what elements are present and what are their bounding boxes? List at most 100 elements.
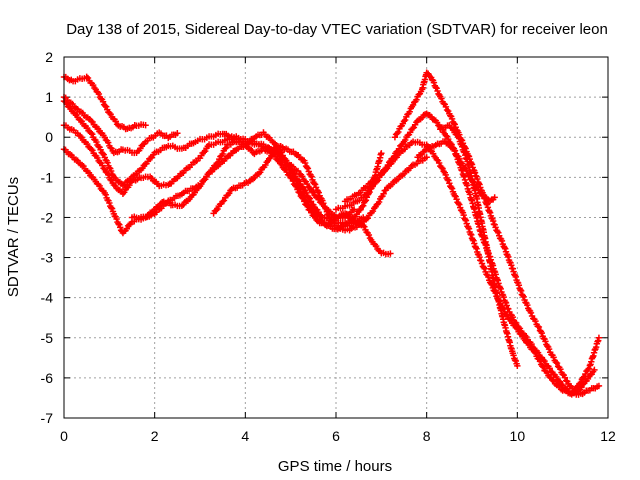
data-point bbox=[304, 199, 311, 206]
y-tick-label: 1 bbox=[45, 89, 53, 105]
data-point bbox=[448, 125, 456, 132]
data-point bbox=[462, 217, 470, 224]
y-tick-label: -2 bbox=[41, 209, 54, 225]
data-point bbox=[406, 129, 414, 136]
data-point bbox=[121, 189, 128, 196]
data-point bbox=[313, 212, 320, 219]
data-point bbox=[503, 311, 511, 319]
data-point bbox=[398, 141, 405, 149]
data-point bbox=[310, 201, 317, 209]
data-point bbox=[406, 108, 413, 115]
data-point bbox=[442, 132, 450, 139]
data-point bbox=[444, 176, 451, 183]
data-point bbox=[511, 356, 519, 364]
series-arc-12 bbox=[437, 122, 521, 370]
data-point bbox=[532, 349, 539, 357]
data-point bbox=[476, 253, 483, 261]
data-point bbox=[305, 194, 312, 201]
grid-lines bbox=[64, 57, 608, 418]
data-point bbox=[278, 149, 285, 156]
x-tick-label: 10 bbox=[510, 428, 526, 444]
data-point bbox=[326, 213, 333, 221]
data-point bbox=[212, 207, 220, 214]
series-arc-2 bbox=[60, 93, 181, 157]
data-point bbox=[409, 125, 416, 132]
data-point bbox=[321, 204, 329, 211]
data-point bbox=[96, 182, 103, 190]
data-point bbox=[460, 211, 467, 219]
data-point bbox=[538, 329, 546, 337]
x-tick-label: 2 bbox=[151, 428, 159, 444]
data-point bbox=[286, 163, 293, 170]
data-point bbox=[88, 145, 95, 153]
data-point bbox=[432, 84, 439, 91]
data-point bbox=[517, 286, 524, 294]
data-point bbox=[453, 196, 460, 203]
data-point bbox=[552, 358, 560, 366]
data-point bbox=[451, 192, 458, 199]
series-arc-11 bbox=[414, 138, 498, 204]
data-point bbox=[557, 366, 564, 373]
data-point bbox=[113, 215, 120, 223]
data-point bbox=[308, 205, 315, 212]
data-point bbox=[455, 200, 462, 207]
data-point bbox=[401, 116, 409, 124]
data-point bbox=[508, 262, 515, 269]
data-point bbox=[308, 173, 315, 180]
data-point bbox=[469, 236, 476, 243]
data-point bbox=[402, 136, 409, 144]
data-point bbox=[451, 121, 458, 128]
data-point bbox=[519, 332, 526, 340]
data-point bbox=[304, 165, 312, 172]
data-point bbox=[365, 231, 373, 239]
data-point bbox=[387, 250, 394, 257]
data-point bbox=[289, 169, 296, 176]
data-point bbox=[303, 164, 311, 171]
data-point bbox=[299, 173, 306, 180]
chart-title: Day 138 of 2015, Sidereal Day-to-day VTE… bbox=[66, 21, 608, 38]
y-tick-label: -4 bbox=[41, 290, 54, 306]
data-point bbox=[462, 154, 470, 162]
x-tick-label: 12 bbox=[600, 428, 616, 444]
data-point bbox=[503, 302, 510, 309]
series-arc-1 bbox=[60, 73, 149, 133]
data-point bbox=[450, 120, 458, 127]
data-point bbox=[315, 189, 322, 196]
data-point bbox=[515, 281, 523, 289]
data-point bbox=[361, 198, 369, 205]
data-point bbox=[501, 244, 508, 251]
data-point bbox=[481, 265, 488, 273]
data-point bbox=[520, 293, 527, 301]
data-point bbox=[497, 285, 504, 293]
data-point bbox=[105, 139, 112, 146]
data-point bbox=[95, 90, 103, 98]
data-point bbox=[549, 376, 556, 384]
data-point bbox=[174, 130, 181, 137]
x-tick-label: 8 bbox=[423, 428, 431, 444]
data-point bbox=[303, 198, 310, 205]
data-point bbox=[579, 374, 587, 381]
y-axis-label: SDTVAR / TECUs bbox=[5, 177, 22, 297]
data-point bbox=[322, 205, 330, 212]
data-point bbox=[257, 169, 264, 176]
data-point bbox=[483, 200, 490, 207]
data-point bbox=[561, 374, 569, 381]
data-point bbox=[435, 159, 443, 167]
data-point bbox=[542, 338, 549, 345]
data-point bbox=[270, 147, 277, 155]
data-point bbox=[77, 132, 84, 140]
data-point bbox=[443, 106, 451, 114]
data-point bbox=[455, 135, 463, 142]
data-point bbox=[456, 155, 463, 163]
data-point bbox=[506, 316, 513, 323]
data-point bbox=[200, 149, 208, 156]
data-point bbox=[78, 161, 86, 169]
data-point bbox=[543, 369, 551, 376]
plot-frame bbox=[63, 56, 609, 419]
y-tick-label: 2 bbox=[45, 49, 53, 65]
data-point bbox=[535, 323, 543, 331]
data-point bbox=[94, 154, 101, 162]
data-point bbox=[311, 180, 318, 187]
